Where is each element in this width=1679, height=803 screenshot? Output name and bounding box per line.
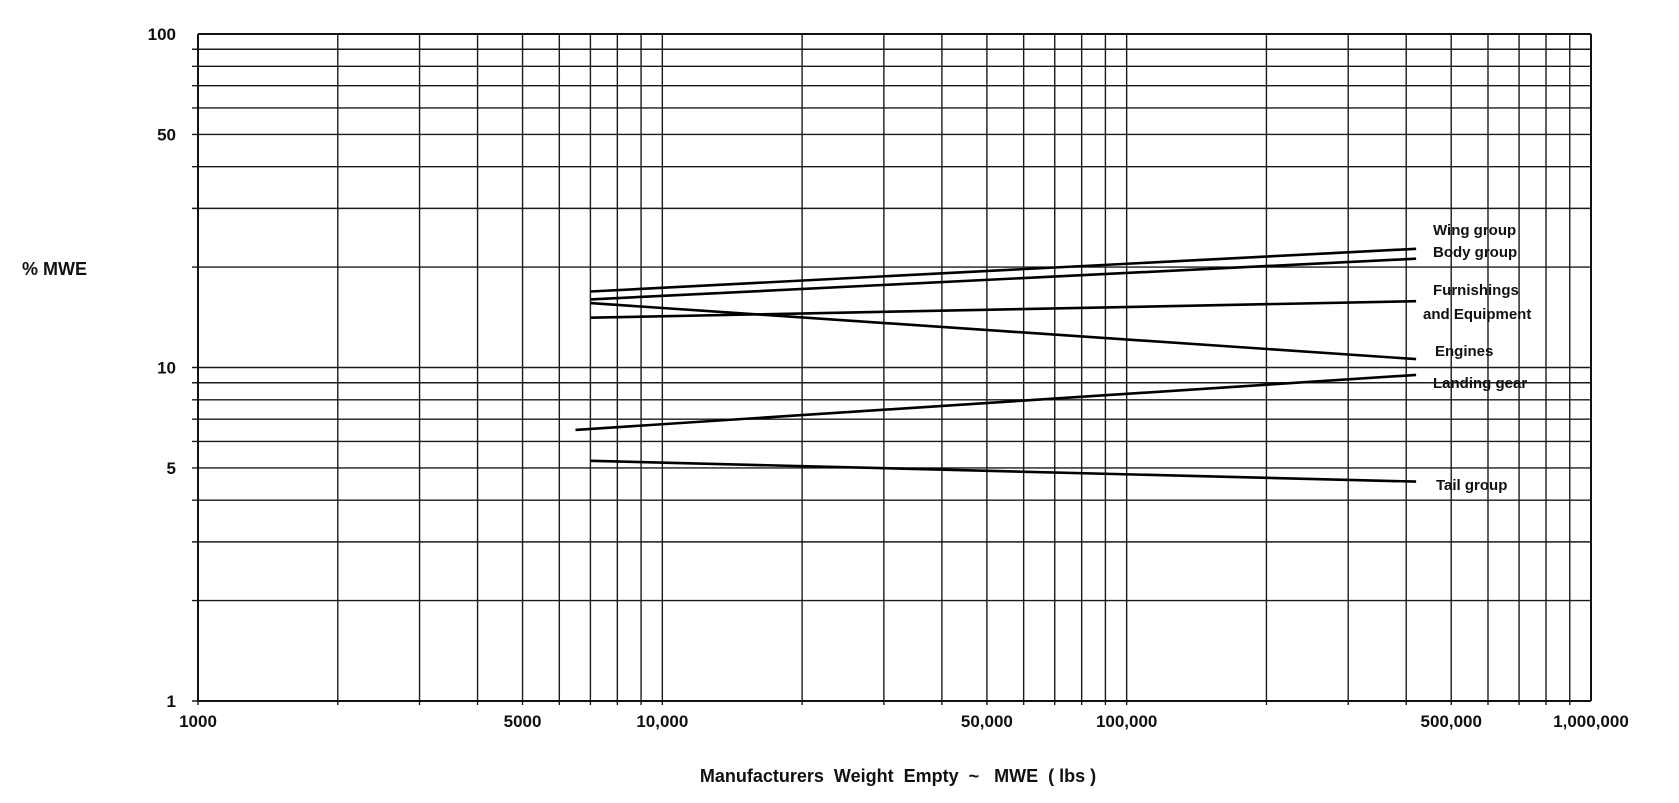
series-line <box>590 459 1417 483</box>
y-tick-label: 5 <box>167 459 176 478</box>
x-tick-label: 50,000 <box>961 712 1013 731</box>
y-tick-label: 1 <box>167 692 176 711</box>
y-tick-label: 100 <box>148 25 176 44</box>
series-label: Engines <box>1435 343 1493 360</box>
series-label: Tail group <box>1436 477 1507 494</box>
series-label: Landing gear <box>1433 375 1527 392</box>
grid-lines <box>192 34 1591 705</box>
series-label: Wing group <box>1433 222 1516 239</box>
tick-labels: 1000 5000 10,000 50,000 100,000 500,000 1,000,… <box>148 25 1629 731</box>
x-tick-label: 500,000 <box>1420 712 1481 731</box>
plot-frame <box>197 33 1592 702</box>
y-axis-title: % MWE <box>22 259 87 279</box>
series-label: Body group <box>1433 244 1517 261</box>
series-labels: Wing group Body group Furnishings and Equip… <box>1423 222 1531 494</box>
series-line <box>575 373 1417 432</box>
y-tick-label: 10 <box>157 359 176 378</box>
series-label: Furnishings <box>1433 282 1519 299</box>
x-tick-label: 1,000,000 <box>1553 712 1629 731</box>
x-tick-label: 100,000 <box>1096 712 1157 731</box>
series-line <box>590 299 1417 319</box>
series-line <box>590 301 1417 361</box>
series-label: and Equipment <box>1423 306 1531 323</box>
x-tick-label: 1000 <box>179 712 217 731</box>
series-line <box>590 247 1417 293</box>
series-line <box>590 257 1417 301</box>
x-axis-title: Manufacturers Weight Empty ~ MWE ( lbs ) <box>700 766 1096 786</box>
x-tick-label: 5000 <box>504 712 542 731</box>
x-tick-label: 10,000 <box>636 712 688 731</box>
series-lines <box>575 247 1417 483</box>
y-tick-label: 50 <box>157 125 176 144</box>
